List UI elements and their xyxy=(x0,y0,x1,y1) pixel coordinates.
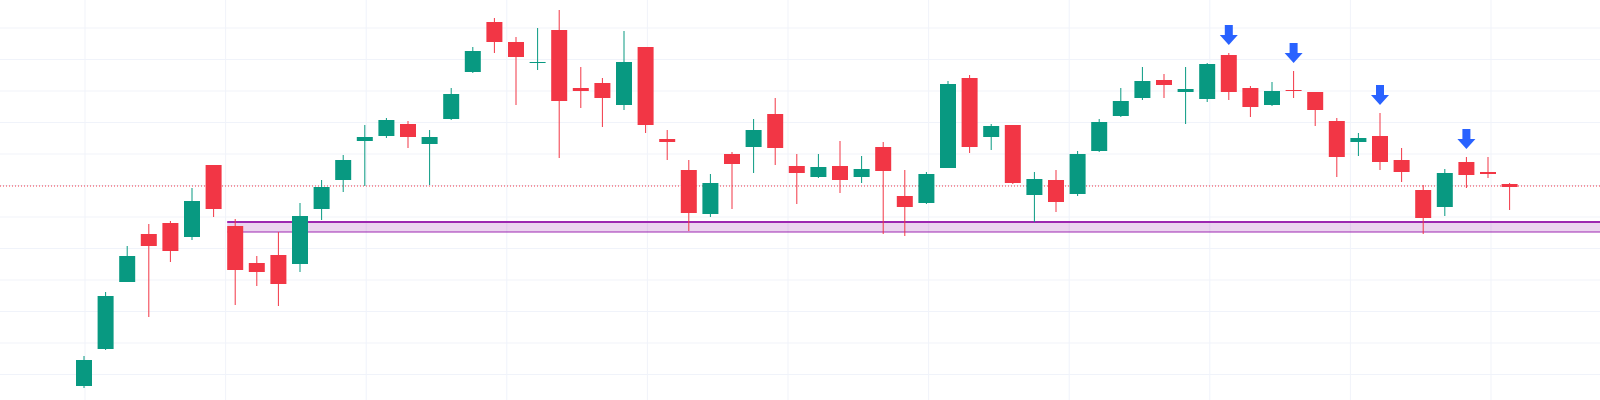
candle-body xyxy=(724,154,740,164)
candle-body xyxy=(1372,136,1388,162)
candle-body xyxy=(832,166,848,180)
candle-body xyxy=(1112,101,1129,116)
candle-body xyxy=(313,187,330,209)
candle-body xyxy=(486,22,503,42)
candle-body xyxy=(378,120,395,136)
candle-body xyxy=(551,30,568,101)
candle-body xyxy=(1004,125,1021,183)
candle-body xyxy=(1501,184,1518,187)
candle-body xyxy=(162,223,179,251)
candle-body xyxy=(767,114,784,148)
candle-body xyxy=(421,137,438,144)
candle-body xyxy=(1156,80,1172,85)
candle-body xyxy=(270,255,287,284)
candle-body xyxy=(508,42,524,57)
candle-body xyxy=(1350,138,1367,142)
candle-body xyxy=(659,139,676,142)
candle-body xyxy=(1285,90,1302,91)
signal-arrow xyxy=(1284,43,1303,63)
candle-body xyxy=(702,183,719,214)
candle-body xyxy=(1415,190,1432,218)
candle-body xyxy=(810,167,827,177)
candle-body xyxy=(1177,89,1194,92)
candle-body xyxy=(443,94,460,119)
candle-body xyxy=(119,256,136,282)
candle-body xyxy=(1091,122,1108,151)
candle-body xyxy=(594,83,611,98)
candle-body xyxy=(853,169,870,177)
candle-body xyxy=(1220,55,1237,92)
candle-body xyxy=(961,78,978,147)
candle-body xyxy=(1242,88,1259,107)
candle-body xyxy=(940,84,956,168)
candle-body xyxy=(97,296,114,349)
candle-body xyxy=(1264,91,1280,105)
candle-body xyxy=(1134,81,1151,98)
candle-body xyxy=(1393,160,1410,172)
candle-body xyxy=(1199,64,1216,99)
candle-body xyxy=(335,160,352,180)
candle-body xyxy=(896,196,913,207)
candle-body xyxy=(464,51,481,72)
signal-arrow xyxy=(1219,25,1238,45)
candle-body xyxy=(637,47,654,125)
candle-body xyxy=(572,88,589,91)
candle-body xyxy=(1480,172,1496,174)
candle-body xyxy=(983,126,1000,137)
candle-body xyxy=(140,234,157,246)
candle-body xyxy=(1436,173,1453,207)
candle-body xyxy=(184,201,200,237)
candle-body xyxy=(400,124,416,137)
candle-body xyxy=(1048,180,1064,202)
zone xyxy=(227,222,1600,232)
candle-body xyxy=(918,174,935,203)
candle-body xyxy=(616,62,632,105)
candle-body xyxy=(356,137,373,141)
candle-body xyxy=(788,166,805,173)
candle-body xyxy=(1026,179,1043,195)
candle-body xyxy=(1458,162,1475,175)
signal-arrow xyxy=(1457,129,1476,149)
candle-body xyxy=(76,360,92,386)
candle-body xyxy=(248,263,265,272)
candle-body xyxy=(1328,121,1345,157)
candle-body xyxy=(205,165,222,209)
candle-body xyxy=(745,130,762,147)
candle-body xyxy=(680,170,697,213)
candle-body xyxy=(529,62,546,63)
candle-body xyxy=(875,147,892,171)
candle-body xyxy=(1069,154,1086,194)
candle-body xyxy=(292,216,308,264)
signal-arrow xyxy=(1371,85,1389,105)
candle-body xyxy=(1307,92,1324,110)
candle-body xyxy=(227,226,244,270)
